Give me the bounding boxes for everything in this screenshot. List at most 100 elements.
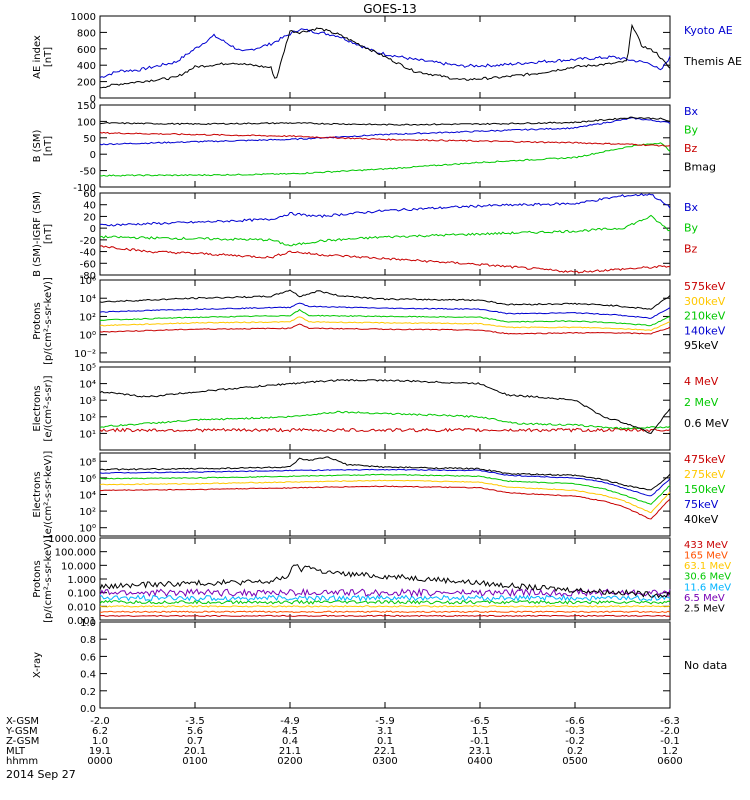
y-tick-label: 10⁰ bbox=[79, 524, 96, 535]
legend-entry: 150keV bbox=[684, 483, 726, 496]
ephemeris-value: 0300 bbox=[372, 756, 397, 767]
legend-entry: 63.1 MeV bbox=[684, 561, 731, 572]
panel-frame bbox=[99, 621, 671, 709]
ephemeris-label: MLT bbox=[6, 746, 26, 757]
ephemeris-value: 0000 bbox=[87, 756, 112, 767]
y-tick-label: 1000.000 bbox=[48, 534, 96, 545]
y-axis-label: AE index bbox=[32, 35, 43, 79]
y-tick-label: 0 bbox=[90, 94, 96, 105]
series-line bbox=[99, 605, 671, 608]
ephemeris-value: 0200 bbox=[277, 756, 302, 767]
panel-frame bbox=[99, 192, 671, 276]
y-tick-label: 10⁸ bbox=[79, 457, 96, 468]
y-tick-label: -20 bbox=[80, 236, 96, 247]
series-line bbox=[99, 214, 671, 247]
legend-entry: Bz bbox=[684, 242, 698, 255]
ephemeris-value: -2.0 bbox=[660, 726, 680, 737]
y-tick-label: 10⁶ bbox=[79, 276, 96, 287]
y-tick-label: 1.000 bbox=[67, 575, 96, 586]
y-tick-label: 0 bbox=[90, 150, 96, 161]
y-tick-label: 0.100 bbox=[67, 589, 96, 600]
series-line bbox=[99, 564, 671, 599]
y-tick-label: 800 bbox=[77, 28, 96, 39]
y-tick-label: 10⁴ bbox=[79, 294, 96, 305]
legend-entry: 433 MeV bbox=[684, 540, 728, 551]
y-tick-label: 10⁶ bbox=[79, 474, 96, 485]
y-tick-label: 100 bbox=[77, 117, 96, 128]
y-tick-label: 50 bbox=[83, 134, 96, 145]
ephemeris-value: -2.0 bbox=[90, 716, 110, 727]
legend-entry: 11.6 MeV bbox=[684, 582, 731, 593]
y-tick-label: 400 bbox=[77, 61, 96, 72]
ephemeris-value: 0.1 bbox=[377, 736, 393, 747]
y-tick-label: 40 bbox=[83, 201, 96, 212]
series-line bbox=[99, 456, 671, 491]
ephemeris-value: 3.1 bbox=[377, 726, 393, 737]
legend-entry: 2 MeV bbox=[684, 396, 719, 409]
series-line bbox=[99, 479, 671, 514]
legend-entry: 4 MeV bbox=[684, 375, 719, 388]
legend-entry: 40keV bbox=[684, 513, 719, 526]
y-axis-label: Protons bbox=[32, 302, 43, 339]
ephemeris-value: 1.0 bbox=[92, 736, 108, 747]
y-tick-label: 60 bbox=[83, 189, 96, 200]
y-tick-label: 100.000 bbox=[55, 548, 96, 559]
legend-entry: 575keV bbox=[684, 280, 726, 293]
ephemeris-value: 1.5 bbox=[472, 726, 488, 737]
ephemeris-label: Z-GSM bbox=[6, 736, 39, 747]
y-tick-label: 0.6 bbox=[80, 652, 96, 663]
legend-entry: 2.5 MeV bbox=[684, 603, 725, 614]
y-tick-label: 1.0 bbox=[80, 618, 96, 629]
ephemeris-value: -0.3 bbox=[565, 726, 585, 737]
y-tick-label: 10⁴ bbox=[79, 380, 96, 391]
ephemeris-value: 21.1 bbox=[279, 746, 301, 757]
legend-entry: 95keV bbox=[684, 339, 719, 352]
y-tick-label: 10² bbox=[79, 413, 96, 424]
y-axis-label: B (SM) bbox=[32, 129, 43, 162]
legend-entry: Bx bbox=[684, 201, 699, 214]
y-tick-label: 10.000 bbox=[61, 561, 96, 572]
series-line bbox=[99, 323, 671, 335]
y-axis-label: B (SM)-IGRF (SM) bbox=[32, 191, 43, 277]
legend-entry: 210keV bbox=[684, 310, 726, 323]
series-line bbox=[99, 116, 671, 126]
y-axis-label: [e/(cm²-s-sr)] bbox=[43, 375, 54, 441]
series-line bbox=[99, 610, 671, 614]
series-line bbox=[99, 468, 671, 497]
ephemeris-value: -0.1 bbox=[470, 736, 490, 747]
legend-entry: Bmag bbox=[684, 161, 716, 174]
panel-7: 0.0 0.2 0.4 0.6 0.8 1.0 X-ray No data bbox=[32, 618, 727, 715]
y-axis-label: Electrons bbox=[32, 471, 43, 517]
y-axis-label: [nT] bbox=[43, 224, 54, 244]
ephemeris-value: 0400 bbox=[467, 756, 492, 767]
y-tick-label: 0.2 bbox=[80, 687, 96, 698]
ephemeris-table: X-GSM -2.0 -3.5 -4.9 -5.9 -6.5 -6.6 -6.3 Y-GSM 6.… bbox=[5, 716, 683, 767]
y-tick-label: 10⁰ bbox=[79, 331, 96, 342]
legend-entry: 300keV bbox=[684, 295, 726, 308]
y-axis-label: [p/(cm²-s-sr-keV)] bbox=[43, 277, 54, 365]
y-axis-label: [e/(cm²-s-sr-keV)] bbox=[43, 451, 54, 539]
legend-entry: By bbox=[684, 222, 699, 235]
series-line bbox=[99, 614, 671, 617]
series-line bbox=[99, 117, 671, 146]
legend-entry: 275keV bbox=[684, 468, 726, 481]
series-line bbox=[99, 316, 671, 332]
y-tick-label: -40 bbox=[80, 248, 96, 259]
panel-0: 0 200 400 600 800 1000 AE index [nT] Kyoto AE The… bbox=[32, 12, 742, 105]
series-line bbox=[99, 302, 671, 319]
series-line bbox=[99, 485, 671, 520]
y-tick-label: 600 bbox=[77, 45, 96, 56]
y-tick-label: 0.4 bbox=[80, 670, 96, 681]
ephemeris-value: 23.1 bbox=[469, 746, 491, 757]
y-tick-label: 1000 bbox=[71, 12, 96, 23]
series-line bbox=[99, 142, 671, 177]
y-tick-label: 0.0 bbox=[80, 704, 96, 715]
series-line bbox=[99, 245, 671, 274]
y-tick-label: 0.010 bbox=[67, 602, 96, 613]
series-line bbox=[99, 587, 671, 598]
legend-entry: 0.6 MeV bbox=[684, 417, 729, 430]
ephemeris-value: -6.6 bbox=[565, 716, 585, 727]
series-line bbox=[99, 308, 671, 327]
